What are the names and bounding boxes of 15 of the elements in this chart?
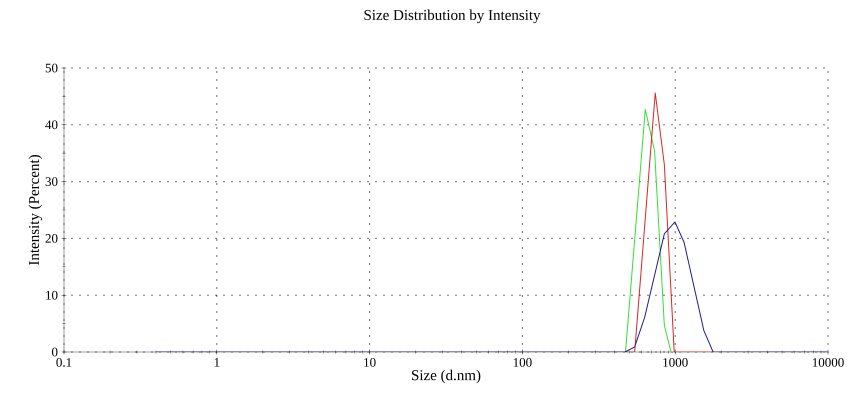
x-tick-label: 1 xyxy=(214,358,220,367)
y-axis-title: Intensity (Percent) xyxy=(28,155,42,266)
x-tick-label: 1000 xyxy=(663,358,688,367)
chart-title: Size Distribution by Intensity xyxy=(364,10,540,24)
y-tick-label: 50 xyxy=(46,64,58,72)
y-tick-label: 10 xyxy=(46,290,58,300)
x-tick-label: 0.1 xyxy=(56,358,72,367)
x-axis-title: Size (d.nm) xyxy=(412,370,480,384)
y-tick-label: 40 xyxy=(45,120,58,130)
x-tick-label: 10000 xyxy=(812,358,844,367)
y-tick-label: 30 xyxy=(46,177,58,186)
x-tick-label: 10 xyxy=(364,358,376,367)
y-tick-label: 20 xyxy=(46,234,58,243)
y-tick-label: 0 xyxy=(52,348,58,356)
x-tick-label: 100 xyxy=(514,358,532,367)
